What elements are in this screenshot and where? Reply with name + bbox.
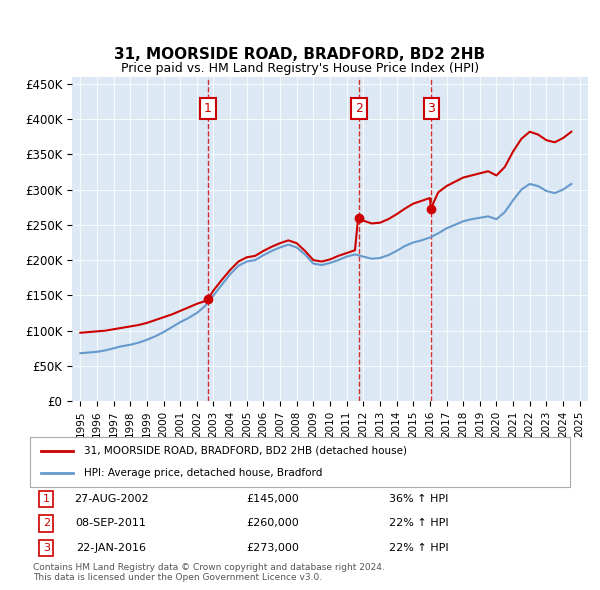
Text: 2: 2	[43, 519, 50, 529]
Text: 36% ↑ HPI: 36% ↑ HPI	[389, 494, 448, 504]
Text: 3: 3	[427, 102, 435, 115]
Text: £260,000: £260,000	[247, 519, 299, 529]
Text: 22% ↑ HPI: 22% ↑ HPI	[389, 543, 449, 553]
Text: 31, MOORSIDE ROAD, BRADFORD, BD2 2HB: 31, MOORSIDE ROAD, BRADFORD, BD2 2HB	[115, 47, 485, 62]
Text: Contains HM Land Registry data © Crown copyright and database right 2024.
This d: Contains HM Land Registry data © Crown c…	[33, 563, 385, 582]
Text: 3: 3	[43, 543, 50, 553]
Text: £145,000: £145,000	[247, 494, 299, 504]
Text: 22-JAN-2016: 22-JAN-2016	[76, 543, 146, 553]
Text: 31, MOORSIDE ROAD, BRADFORD, BD2 2HB (detached house): 31, MOORSIDE ROAD, BRADFORD, BD2 2HB (de…	[84, 445, 407, 455]
Text: 27-AUG-2002: 27-AUG-2002	[74, 494, 148, 504]
Text: 1: 1	[204, 102, 212, 115]
Text: HPI: Average price, detached house, Bradford: HPI: Average price, detached house, Brad…	[84, 468, 322, 478]
Text: 1: 1	[43, 494, 50, 504]
Text: £273,000: £273,000	[247, 543, 299, 553]
Text: 2: 2	[355, 102, 363, 115]
Text: 22% ↑ HPI: 22% ↑ HPI	[389, 519, 449, 529]
Text: Price paid vs. HM Land Registry's House Price Index (HPI): Price paid vs. HM Land Registry's House …	[121, 62, 479, 75]
Text: 08-SEP-2011: 08-SEP-2011	[76, 519, 146, 529]
